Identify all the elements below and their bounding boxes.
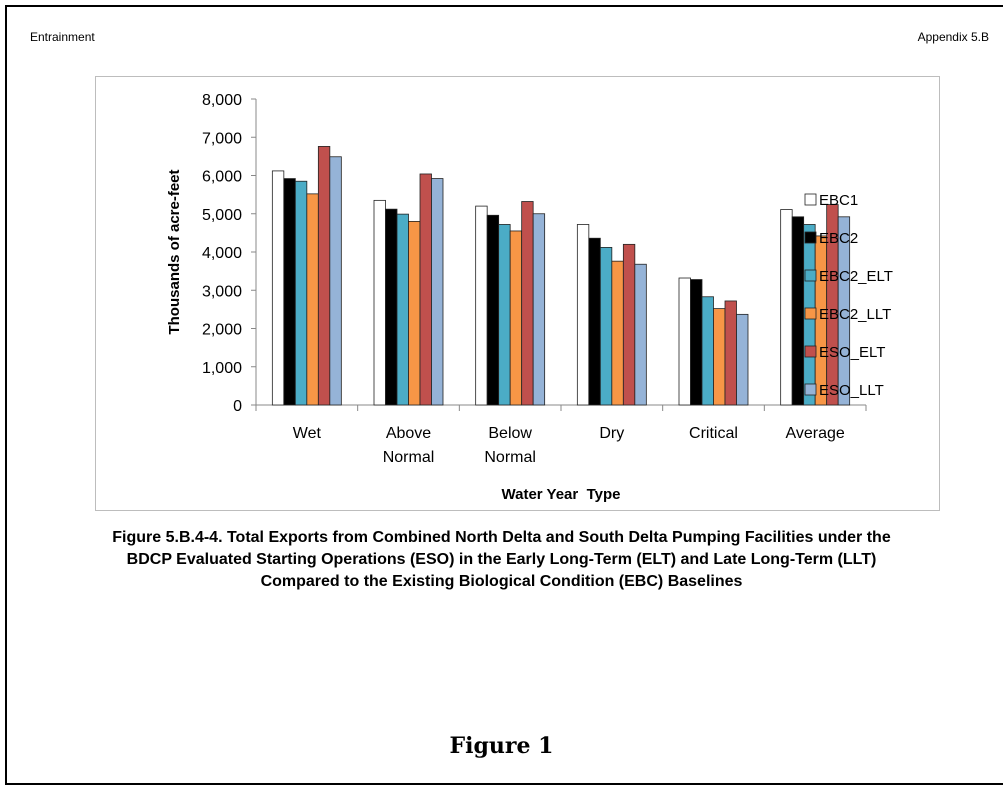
bar-eso_elt — [622, 243, 636, 406]
x-tick-label: Below — [488, 425, 532, 442]
legend-label-ebc2_llt: EBC2_LLT — [819, 306, 891, 323]
y-tick-label: 2,000 — [202, 322, 242, 339]
legend-swatch-ebc2 — [804, 231, 817, 244]
bar-ebc1 — [373, 199, 386, 406]
bar-ebc2 — [588, 237, 601, 406]
legend-label-ebc1: EBC1 — [819, 192, 858, 209]
bar-eso_elt — [724, 300, 737, 406]
x-tick-label: Critical — [689, 425, 738, 442]
bar-ebc2_llt — [509, 230, 523, 406]
bar-ebc2_elt — [396, 213, 409, 406]
legend-swatch-ebc2_llt — [804, 307, 817, 320]
legend-swatch-ebc2_elt — [804, 269, 817, 282]
y-tick-label: 5,000 — [202, 207, 242, 224]
bar-ebc1 — [475, 205, 488, 406]
bar-ebc1 — [576, 224, 590, 406]
bar-ebc2_elt — [599, 247, 613, 406]
running-header-right: Appendix 5.B — [917, 30, 989, 44]
bar-ebc2_llt — [611, 260, 624, 406]
bar-eso_llt — [634, 263, 647, 406]
legend-swatch-eso_llt — [804, 383, 817, 396]
bar-ebc2 — [791, 216, 805, 406]
bar-ebc2 — [690, 279, 703, 406]
y-axis-title: Thousands of acre-feet — [166, 169, 183, 334]
bar-ebc2_elt — [498, 224, 511, 406]
caption-line: BDCP Evaluated Starting Operations (ESO)… — [126, 551, 877, 568]
x-tick-label: Dry — [599, 425, 624, 442]
figure-label: Figure 1 — [449, 733, 554, 759]
bar-ebc2_llt — [408, 220, 421, 406]
x-tick-label: Average — [786, 425, 845, 442]
y-tick-label: 6,000 — [202, 169, 242, 186]
bar-ebc2_elt — [701, 296, 714, 406]
bar-eso_llt — [329, 156, 342, 406]
bar-eso_llt — [431, 178, 444, 406]
legend-swatch-ebc1 — [804, 193, 817, 206]
legend-label-ebc2_elt: EBC2_ELT — [819, 268, 893, 285]
legend-label-eso_llt: ESO_LLT — [819, 382, 884, 399]
legend-label-eso_elt: ESO_ELT — [819, 344, 885, 361]
bar-eso_llt — [532, 213, 546, 406]
y-tick-label: 7,000 — [202, 130, 242, 147]
x-tick-label: Normal — [383, 449, 435, 466]
bar-ebc2_llt — [713, 308, 726, 406]
y-tick-label: 3,000 — [202, 283, 242, 300]
bar-eso_llt — [837, 216, 851, 406]
bar-ebc2 — [486, 214, 500, 406]
bar-ebc2 — [283, 178, 296, 406]
caption-line: Compared to the Existing Biological Cond… — [260, 573, 743, 590]
bar-eso_elt — [317, 146, 331, 406]
legend-swatch-eso_elt — [804, 345, 817, 358]
bar-ebc2 — [385, 208, 398, 406]
bar-ebc1 — [780, 209, 793, 406]
y-tick-label: 8,000 — [202, 92, 242, 109]
bar-ebc2_elt — [294, 180, 308, 406]
bar-ebc1 — [678, 277, 691, 406]
running-header-left: Entrainment — [30, 30, 95, 44]
chart-frame: 0 1,000 2,000 3,000 4,000 5,000 6,000 7,000 8,00… — [95, 76, 940, 511]
x-tick-label: Above — [386, 425, 431, 442]
y-tick-label: 1,000 — [202, 360, 242, 377]
x-axis-title: Water Year Type — [502, 486, 621, 503]
bar-eso_elt — [521, 201, 534, 406]
bar-chart: 0 1,000 2,000 3,000 4,000 5,000 6,000 7,000 8,00… — [166, 92, 893, 503]
caption-line: Figure 5.B.4-4. Total Exports from Combi… — [112, 529, 891, 546]
y-tick-label: 0 — [233, 398, 242, 415]
y-tick-label: 4,000 — [202, 245, 242, 262]
bar-ebc2_llt — [306, 193, 319, 406]
x-tick-label: Wet — [293, 425, 322, 442]
x-tick-label: Normal — [484, 449, 536, 466]
bar-eso_elt — [419, 173, 432, 406]
legend-label-ebc2: EBC2 — [819, 230, 858, 247]
bar-eso_llt — [736, 313, 749, 406]
figure-caption: Figure 5.B.4-4. Total Exports from Combi… — [0, 527, 1003, 593]
bar-ebc1 — [271, 170, 285, 406]
